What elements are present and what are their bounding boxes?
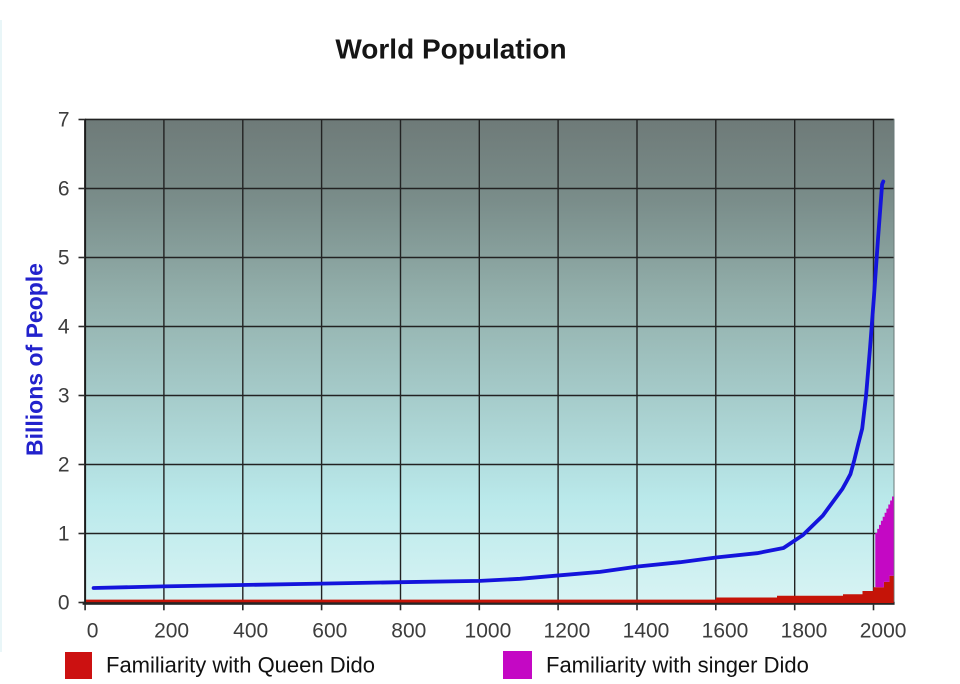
svg-text:World Population: World Population: [335, 34, 566, 65]
svg-text:400: 400: [233, 620, 268, 643]
svg-text:4: 4: [58, 316, 70, 339]
svg-text:2000: 2000: [860, 620, 907, 643]
svg-text:1800: 1800: [781, 620, 828, 643]
svg-text:1400: 1400: [623, 620, 670, 643]
svg-text:3: 3: [58, 385, 70, 408]
svg-text:1000: 1000: [465, 620, 512, 643]
svg-text:Billions of People: Billions of People: [22, 263, 48, 456]
svg-text:Familiarity with singer Dido: Familiarity with singer Dido: [546, 653, 809, 678]
svg-text:2: 2: [58, 454, 70, 477]
svg-text:5: 5: [58, 247, 70, 270]
svg-text:1: 1: [58, 523, 70, 546]
svg-text:200: 200: [154, 620, 189, 643]
svg-text:Familiarity with Queen Dido: Familiarity with Queen Dido: [106, 653, 375, 678]
svg-text:1200: 1200: [544, 620, 591, 643]
svg-text:600: 600: [312, 620, 347, 643]
svg-text:800: 800: [391, 620, 426, 643]
svg-text:7: 7: [58, 109, 70, 132]
svg-text:0: 0: [58, 592, 70, 615]
svg-text:6: 6: [58, 178, 70, 201]
svg-text:1600: 1600: [702, 620, 749, 643]
svg-text:0: 0: [87, 620, 99, 643]
